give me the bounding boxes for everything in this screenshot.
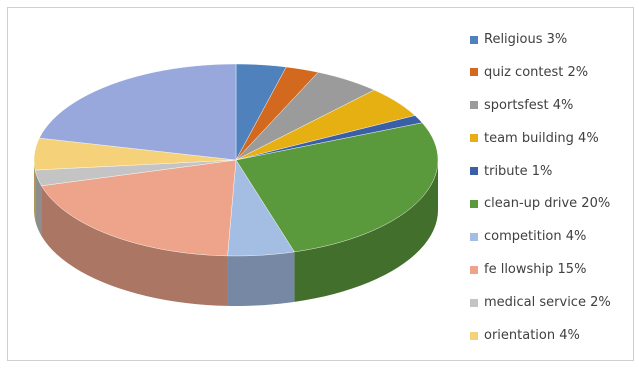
legend-swatch	[470, 331, 478, 340]
legend-label: fe llowship 15%	[484, 262, 587, 278]
pie-slice-side	[294, 160, 438, 302]
pie-slice	[235, 63, 287, 161]
pie-slice-side	[41, 185, 228, 306]
legend-item: orientation 4%	[470, 326, 630, 345]
pie-slice	[235, 72, 375, 161]
legend-item: competition 4%	[470, 227, 630, 246]
pie-slices	[33, 63, 439, 257]
legend-label: competition 4%	[484, 229, 587, 245]
legend-swatch	[470, 265, 478, 274]
legend-label: sportsfest 4%	[484, 97, 574, 113]
legend-swatch	[470, 232, 478, 241]
pie-slice-side	[34, 160, 36, 221]
pie-slice	[227, 159, 295, 257]
pie-slice	[235, 89, 416, 161]
legend-swatch	[470, 298, 478, 307]
legend-label: quiz contest 2%	[484, 64, 589, 80]
legend-label: team building 4%	[484, 130, 599, 146]
legend-label: orientation 4%	[484, 328, 580, 344]
legend-label: tribute 1%	[484, 163, 553, 179]
legend-swatch	[470, 35, 478, 44]
pie-slice	[41, 159, 237, 257]
legend-item: fe llowship 15%	[470, 260, 630, 279]
legend-swatch	[470, 101, 478, 110]
legend-item: quiz contest 2%	[470, 63, 630, 82]
legend-item: tribute 1%	[470, 162, 630, 181]
legend-item: sportsfest 4%	[470, 96, 630, 115]
legend-label: clean-up drive 20%	[484, 196, 611, 212]
legend-swatch	[470, 134, 478, 143]
pie-slice-side	[227, 251, 295, 306]
legend-item: clean-up drive 20%	[470, 194, 630, 213]
legend-item: Religious 3%	[470, 30, 630, 49]
pie-slice-side	[35, 170, 42, 236]
legend-swatch	[470, 167, 478, 176]
legend-swatch	[470, 199, 478, 208]
legend-label: Religious 3%	[484, 32, 568, 47]
legend-item: medical service 2%	[470, 293, 630, 312]
pie-slice	[39, 63, 237, 161]
pie-slice	[235, 122, 439, 253]
pie-slice	[33, 137, 237, 171]
chart-legend: Religious 3% quiz contest 2% sportsfest …	[470, 30, 630, 359]
pie-side-walls	[34, 160, 438, 306]
legend-item: team building 4%	[470, 129, 630, 148]
legend-label: medical service 2%	[484, 295, 611, 311]
legend-swatch	[470, 68, 478, 77]
